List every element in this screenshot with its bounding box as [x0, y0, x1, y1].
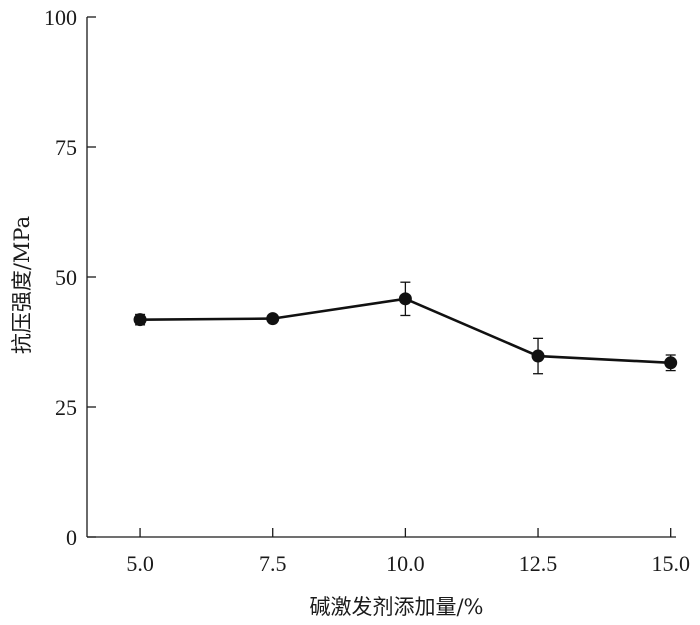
x-tick-label: 7.5 [259, 551, 287, 576]
x-ticks: 5.0 7.5 10.0 12.5 15.0 [126, 528, 690, 576]
x-tick-label: 5.0 [126, 551, 154, 576]
x-tick-label: 12.5 [519, 551, 558, 576]
y-tick-label: 0 [66, 525, 77, 550]
y-tick-label: 25 [55, 395, 77, 420]
data-point [133, 313, 147, 327]
y-tick-label: 50 [55, 265, 77, 290]
x-tick-label: 15.0 [651, 551, 690, 576]
x-axis-title: 碱激发剂添加量/% [309, 595, 483, 619]
series-layer [133, 281, 678, 375]
y-axis-title: 抗压强度/MPa [10, 216, 34, 354]
axes [86, 17, 676, 538]
data-point [664, 356, 678, 370]
data-point [266, 312, 280, 326]
x-tick-label: 10.0 [386, 551, 425, 576]
data-point [398, 292, 412, 306]
data-point [531, 349, 545, 363]
y-tick-label: 100 [44, 5, 77, 30]
y-ticks: 0 25 50 75 100 [44, 5, 96, 550]
y-tick-label: 75 [55, 135, 77, 160]
